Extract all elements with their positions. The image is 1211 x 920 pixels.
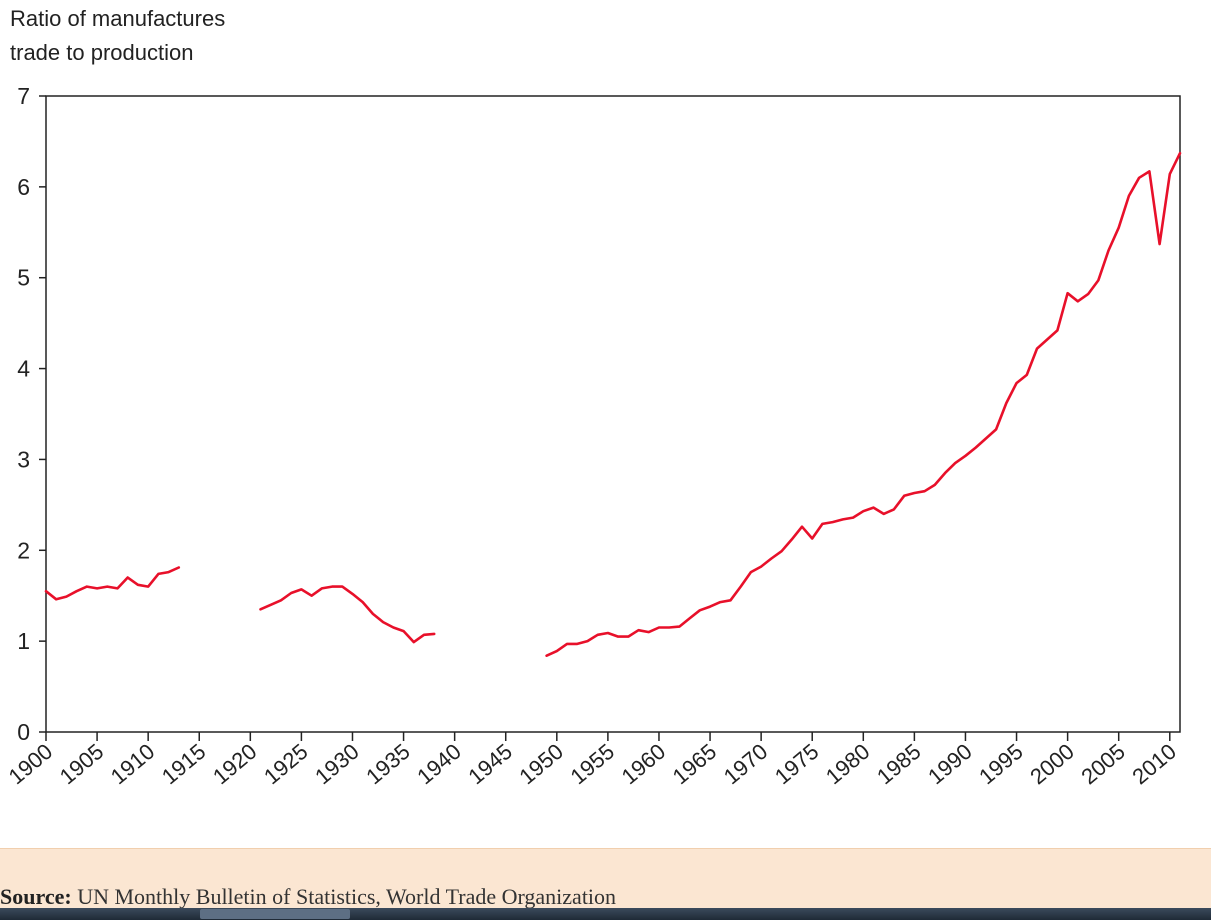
x-tick-label: 1945 [463, 739, 517, 790]
taskbar [0, 908, 1211, 920]
x-tick-label: 1980 [821, 739, 875, 790]
x-tick-label: 2010 [1127, 739, 1181, 790]
x-tick-label: 1930 [310, 739, 364, 790]
plot-frame [45, 95, 1181, 733]
y-tick-label: 2 [17, 537, 30, 563]
y-tick-label: 3 [17, 446, 30, 472]
x-tick-label: 1925 [259, 739, 313, 790]
taskbar-window-button[interactable] [200, 909, 350, 919]
x-tick-label: 1950 [514, 739, 568, 790]
x-tick-label: 1985 [872, 739, 926, 790]
source-label: Source: [0, 884, 72, 909]
x-tick-label: 1960 [617, 739, 671, 790]
x-tick-label: 1965 [668, 739, 722, 790]
series-line-segment [545, 151, 1182, 657]
x-tick-label: 1940 [412, 739, 466, 790]
y-tick-label: 4 [17, 356, 30, 382]
chart-area: Ratio of manufactures trade to productio… [3, 6, 1182, 790]
y-axis-label-line-1: Ratio of manufactures [10, 6, 226, 31]
x-tick-label: 1970 [719, 739, 773, 790]
x-tick-label: 1920 [208, 739, 262, 790]
x-tick-label: 1990 [923, 739, 977, 790]
x-tick-label: 1915 [157, 739, 211, 790]
x-tick-label: 2000 [1025, 739, 1079, 790]
series-line-segment [259, 585, 436, 644]
y-tick-label: 5 [17, 265, 30, 291]
x-tick-label: 2005 [1076, 739, 1130, 790]
x-tick-label: 1905 [55, 739, 109, 790]
x-tick-label: 1910 [106, 739, 160, 790]
series-line-segment [44, 566, 181, 601]
line-chart: 0 1 2 3 4 5 6 7 19001905191019151920192519301935… [4, 83, 1182, 790]
y-tick-label: 6 [17, 174, 30, 200]
y-tick-label: 7 [17, 83, 30, 109]
x-tick-label: 1900 [4, 739, 58, 790]
x-tick-label: 1935 [361, 739, 415, 790]
y-axis-label-line-2: trade to production [10, 40, 194, 65]
source-band [0, 848, 1211, 913]
y-tick-label: 1 [17, 628, 30, 654]
y-tick-label: 0 [17, 719, 30, 745]
x-tick-label: 1955 [566, 739, 620, 790]
source-note: Source: UN Monthly Bulletin of Statistic… [0, 884, 616, 910]
x-tick-label: 1995 [974, 739, 1028, 790]
source-text: UN Monthly Bulletin of Statistics, World… [77, 884, 617, 909]
x-tick-label: 1975 [770, 739, 824, 790]
